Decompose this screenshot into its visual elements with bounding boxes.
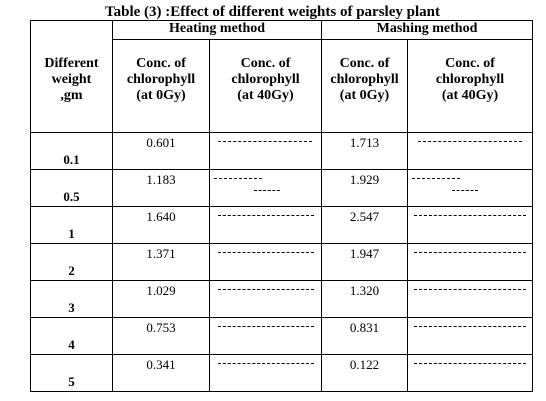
sub-header-row: Conc. of chlorophyll (at 0Gy) Conc. of chlo… [31, 39, 534, 133]
results-table: Different weight ,gm Heating method Mash… [30, 20, 534, 392]
table-row: 3 1.029 1.320 [30, 280, 534, 318]
mashing-40gy-cell [406, 206, 534, 244]
mashing-0gy-cell: 1.947 [321, 243, 408, 281]
heating-40gy-cell [209, 280, 322, 318]
mashing-40gy-cell [406, 169, 534, 207]
mashing-40gy-cell [406, 132, 534, 170]
heating-0gy-cell: 0.341 [112, 354, 210, 392]
mashing-0gy-header: Conc. of chlorophyll (at 0Gy) [321, 39, 408, 133]
heating-method-header: Heating method [112, 20, 322, 40]
weight-cell: 4 [30, 317, 113, 355]
weight-column-header: Different weight ,gm [30, 20, 113, 133]
table-row: 0.5 1.183 1.929 [30, 169, 534, 207]
weight-cell: 5 [30, 354, 113, 392]
heating-0gy-header: Conc. of chlorophyll (at 0Gy) [112, 39, 210, 133]
table-row: 1 1.640 2.547 [30, 206, 534, 244]
heating-0gy-cell: 1.371 [112, 243, 210, 281]
weight-cell: 2 [30, 243, 113, 281]
heating-40gy-cell [209, 354, 322, 392]
mashing-40gy-cell [406, 354, 534, 392]
mashing-0gy-cell: 1.320 [321, 280, 408, 318]
heating-40gy-cell [209, 169, 322, 207]
heating-0gy-cell: 0.601 [112, 132, 210, 170]
heating-40gy-cell [209, 317, 322, 355]
table-row: 0.1 0.601 1.713 [30, 132, 534, 170]
mashing-method-header: Mashing method [320, 20, 534, 40]
table-row: 2 1.371 1.947 [30, 243, 534, 281]
weight-cell: 1 [30, 206, 113, 244]
heating-40gy-header: Conc. of chlorophyll (at 40Gy) [209, 39, 322, 133]
mashing-0gy-cell: 2.547 [321, 206, 408, 244]
heating-0gy-cell: 1.183 [112, 169, 210, 207]
mashing-40gy-header: Conc. of chlorophyll (at 40Gy) [406, 39, 534, 133]
heating-40gy-cell [209, 206, 322, 244]
heating-40gy-cell [209, 243, 322, 281]
mashing-40gy-cell [406, 243, 534, 281]
heating-40gy-cell [209, 132, 322, 170]
weight-cell: 0.1 [30, 132, 113, 170]
heating-0gy-cell: 0.753 [112, 317, 210, 355]
group-header-row: Different weight ,gm Heating method Mash… [30, 20, 534, 133]
weight-cell: 3 [30, 280, 113, 318]
mashing-0gy-cell: 0.122 [321, 354, 408, 392]
mashing-0gy-cell: 1.929 [321, 169, 408, 207]
mashing-0gy-cell: 0.831 [321, 317, 408, 355]
mashing-0gy-cell: 1.713 [321, 132, 408, 170]
table-row: 4 0.753 0.831 [30, 317, 534, 355]
heating-0gy-cell: 1.640 [112, 206, 210, 244]
mashing-40gy-cell [406, 280, 534, 318]
weight-cell: 0.5 [30, 169, 113, 207]
table-row: 5 0.341 0.122 [30, 354, 534, 392]
table-caption: Table (3) :Effect of different weights o… [105, 4, 440, 20]
mashing-40gy-cell [406, 317, 534, 355]
heating-0gy-cell: 1.029 [112, 280, 210, 318]
